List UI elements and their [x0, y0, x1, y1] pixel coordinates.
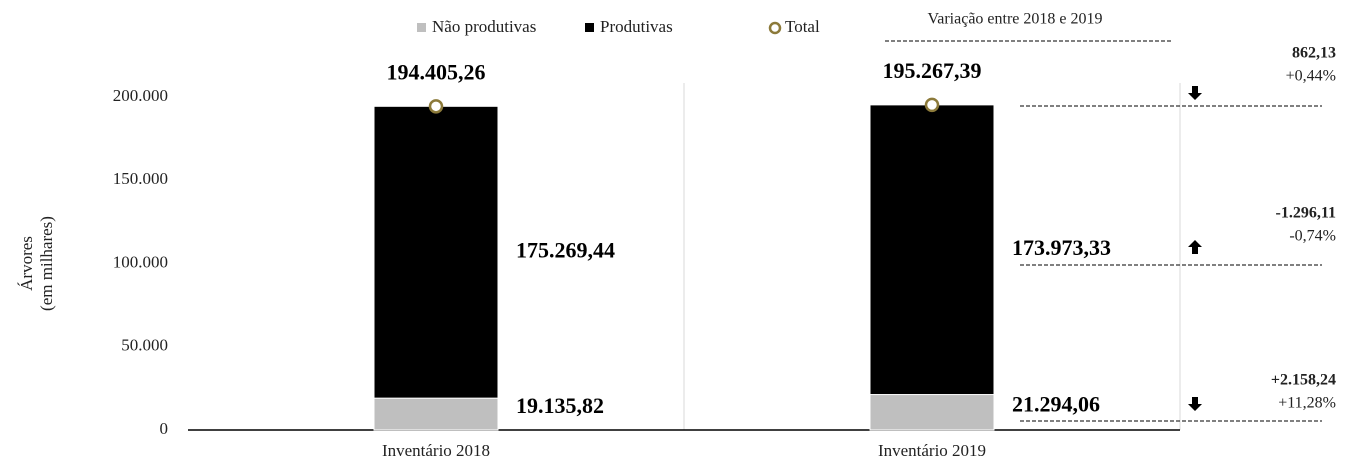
- arrows: [1188, 86, 1202, 411]
- y-axis-label: Árvores(em milhares): [17, 216, 56, 311]
- y-tick-label: 150.000: [113, 169, 168, 188]
- y-axis-label-line: Árvores: [17, 236, 36, 291]
- value-label: 19.135,82: [516, 393, 604, 418]
- arrow-down: [1188, 86, 1202, 100]
- legend-marker: [768, 21, 782, 35]
- y-tick-label: 0: [160, 419, 169, 438]
- variation-title: Variação entre 2018 e 2019: [927, 11, 1102, 28]
- x-tick-label: Inventário 2019: [878, 441, 986, 460]
- legend-marker: [417, 23, 426, 32]
- x-tick-label: Inventário 2018: [382, 441, 490, 460]
- bar-segment: [869, 104, 995, 396]
- y-tick-label: 50.000: [121, 336, 168, 355]
- total-label: 195.267,39: [883, 58, 982, 83]
- value-label: 173.973,33: [1012, 235, 1111, 260]
- variation-percent: +11,28%: [1278, 395, 1336, 412]
- legend-label: Produtivas: [600, 17, 673, 36]
- total-marker: [924, 97, 940, 113]
- total-label: 194.405,26: [387, 59, 486, 84]
- legend-label: Total: [785, 17, 820, 36]
- variation-percent: +0,44%: [1286, 68, 1336, 85]
- variation-absolute: +2.158,24: [1271, 372, 1336, 389]
- total-marker: [428, 99, 444, 114]
- arrow-up: [1188, 240, 1202, 254]
- legend-marker: [585, 23, 594, 32]
- bar-segment: [869, 394, 995, 431]
- variation-absolute: 862,13: [1292, 45, 1336, 62]
- variation-percent: -0,74%: [1289, 228, 1336, 245]
- arrow-down: [1188, 397, 1202, 411]
- legend-label: Não produtivas: [432, 17, 536, 36]
- y-tick-label: 200.000: [113, 86, 168, 105]
- value-label: 175.269,44: [516, 237, 615, 262]
- bar-segment: [373, 105, 499, 399]
- value-label: 21.294,06: [1012, 391, 1100, 416]
- y-axis-label-line: (em milhares): [37, 216, 56, 311]
- variation-absolute: -1.296,11: [1276, 205, 1336, 222]
- bar-segment: [373, 397, 499, 431]
- y-tick-label: 100.000: [113, 252, 168, 271]
